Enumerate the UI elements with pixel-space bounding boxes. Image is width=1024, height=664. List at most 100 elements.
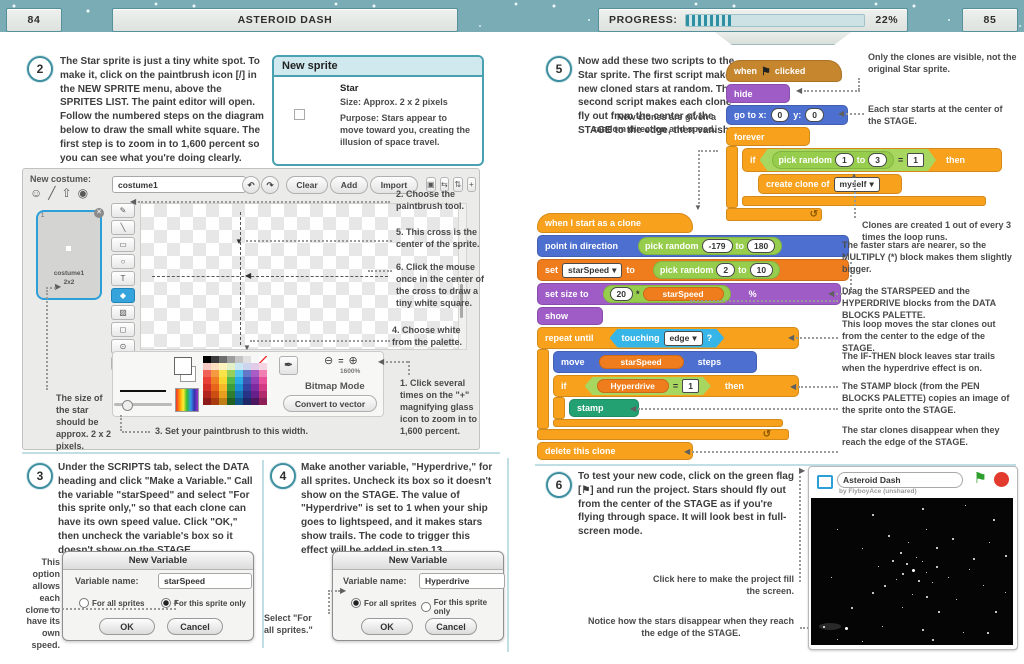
paintbrush-tool[interactable]: ✎ — [111, 203, 135, 218]
fill-tool[interactable]: ◆ — [111, 288, 135, 303]
pick-random-reporter[interactable]: pick random 2 to 10 — [652, 261, 781, 279]
color-palette[interactable] — [203, 356, 273, 410]
variable-name-input[interactable]: Hyperdrive — [419, 573, 505, 589]
palette-color[interactable] — [235, 370, 243, 377]
undo-button[interactable]: ↶ — [242, 176, 260, 194]
palette-color[interactable] — [227, 384, 235, 391]
palette-color[interactable] — [211, 370, 219, 377]
import-button[interactable]: Import — [370, 176, 418, 194]
block-delete-this-clone[interactable]: delete this clone — [537, 442, 693, 460]
block-set-starspeed[interactable]: set starSpeed ▾ to pick random 2 to 10 — [537, 259, 849, 281]
palette-color[interactable] — [203, 398, 211, 405]
select-tool[interactable]: ◻ — [111, 322, 135, 337]
hyperdrive-variable[interactable]: Hyperdrive — [597, 379, 669, 393]
eraser-tool[interactable]: ▨ — [111, 305, 135, 320]
touching-edge-sensor[interactable]: touching edge ▾ ? — [610, 329, 725, 348]
flip-vertical-icon[interactable]: ⇅ — [453, 176, 463, 192]
palette-color[interactable] — [227, 356, 235, 363]
duplicate-tool[interactable]: ⊙ — [111, 339, 135, 354]
palette-color[interactable] — [251, 356, 259, 363]
brush-width-slider[interactable] — [114, 400, 172, 411]
block-forever[interactable]: forever — [726, 127, 810, 146]
palette-color[interactable] — [219, 391, 227, 398]
palette-color[interactable] — [243, 384, 251, 391]
color-swatch-primary[interactable] — [174, 357, 192, 375]
flip-horizontal-icon[interactable]: ⇆ — [439, 176, 450, 192]
palette-color[interactable] — [203, 363, 211, 370]
palette-color[interactable] — [203, 377, 211, 384]
palette-color[interactable] — [243, 391, 251, 398]
palette-color[interactable] — [227, 391, 235, 398]
palette-color[interactable] — [227, 377, 235, 384]
green-flag-icon[interactable]: ⚑ — [973, 470, 987, 487]
palette-color[interactable] — [211, 363, 219, 370]
palette-color[interactable] — [203, 356, 211, 363]
new-costume-library-icon[interactable]: ☺ — [30, 186, 43, 200]
palette-color[interactable] — [259, 391, 267, 398]
equals-value[interactable]: 1 — [907, 153, 924, 167]
radio-for-this-sprite-only[interactable]: For this sprite only — [421, 598, 503, 616]
block-set-size[interactable]: set size to 20 * starSpeed % — [537, 283, 841, 305]
palette-color[interactable] — [243, 356, 251, 363]
palette-color[interactable] — [235, 356, 243, 363]
palette-color[interactable] — [203, 370, 211, 377]
palette-color[interactable] — [211, 384, 219, 391]
set-center-icon[interactable]: + — [466, 176, 477, 192]
palette-color[interactable] — [235, 398, 243, 405]
palette-color[interactable] — [235, 363, 243, 370]
text-tool[interactable]: T — [111, 271, 135, 286]
palette-color[interactable] — [259, 356, 267, 363]
x-value[interactable]: 0 — [770, 108, 790, 122]
costume-name-input[interactable]: costume1 — [112, 176, 246, 193]
block-go-to-xy[interactable]: go to x: 0 y: 0 — [726, 105, 848, 125]
palette-color[interactable] — [259, 370, 267, 377]
palette-color[interactable] — [235, 377, 243, 384]
palette-color[interactable] — [251, 377, 259, 384]
block-if-hyperdrive[interactable]: if Hyperdrive = 1 then — [553, 375, 799, 397]
block-create-clone[interactable]: create clone of myself ▾ — [758, 174, 902, 194]
palette-color[interactable] — [243, 377, 251, 384]
block-move-steps[interactable]: move starSpeed steps — [553, 351, 757, 373]
palette-color[interactable] — [259, 377, 267, 384]
new-costume-upload-icon[interactable]: ⇧ — [61, 186, 72, 200]
palette-color[interactable] — [227, 363, 235, 370]
palette-color[interactable] — [251, 363, 259, 370]
canvas-scrollbar[interactable] — [458, 203, 467, 350]
palette-color[interactable] — [219, 363, 227, 370]
ok-button[interactable]: OK — [361, 618, 413, 635]
zoom-in-icon[interactable]: ⊕ — [348, 355, 358, 367]
costume-close-icon[interactable]: ✕ — [94, 208, 104, 218]
add-button[interactable]: Add — [330, 176, 368, 194]
project-title-field[interactable]: Asteroid Dash — [837, 472, 963, 488]
palette-color[interactable] — [227, 398, 235, 405]
block-show[interactable]: show — [537, 307, 603, 325]
crop-icon[interactable]: ▣ — [426, 176, 436, 192]
palette-color[interactable] — [219, 384, 227, 391]
cancel-button[interactable]: Cancel — [167, 618, 223, 635]
palette-color[interactable] — [243, 398, 251, 405]
clone-target-dropdown[interactable]: myself ▾ — [833, 176, 880, 192]
block-stamp[interactable]: stamp — [569, 399, 639, 417]
cancel-button[interactable]: Cancel — [425, 618, 477, 635]
new-costume-camera-icon[interactable]: ◉ — [77, 186, 89, 200]
eyedropper-button[interactable]: ✒ — [279, 356, 298, 375]
block-if-random[interactable]: if pick random 1 to 3 = 1 then — [742, 148, 1002, 172]
costume-card[interactable]: 1 ✕ costume1 2x2 — [36, 208, 104, 300]
edge-dropdown[interactable]: edge ▾ — [664, 331, 703, 346]
multiply-operator[interactable]: 20 * starSpeed — [602, 285, 731, 303]
palette-color[interactable] — [235, 391, 243, 398]
block-when-i-start-as-clone[interactable]: when I start as a clone — [537, 213, 693, 233]
variable-dropdown[interactable]: starSpeed ▾ — [562, 262, 623, 278]
palette-color[interactable] — [251, 391, 259, 398]
starspeed-variable[interactable]: starSpeed — [642, 287, 724, 301]
rectangle-tool[interactable]: ▭ — [111, 237, 135, 252]
palette-color[interactable] — [203, 391, 211, 398]
pick-random-reporter[interactable]: pick random 1 to 3 — [772, 151, 894, 169]
rainbow-swatch[interactable] — [175, 388, 199, 412]
stage-viewport[interactable] — [811, 498, 1013, 645]
ok-button[interactable]: OK — [99, 618, 155, 635]
palette-color[interactable] — [251, 370, 259, 377]
new-costume-paint-icon[interactable]: ╱ — [48, 186, 56, 200]
palette-color[interactable] — [203, 384, 211, 391]
variable-name-input[interactable]: starSpeed — [158, 573, 252, 589]
